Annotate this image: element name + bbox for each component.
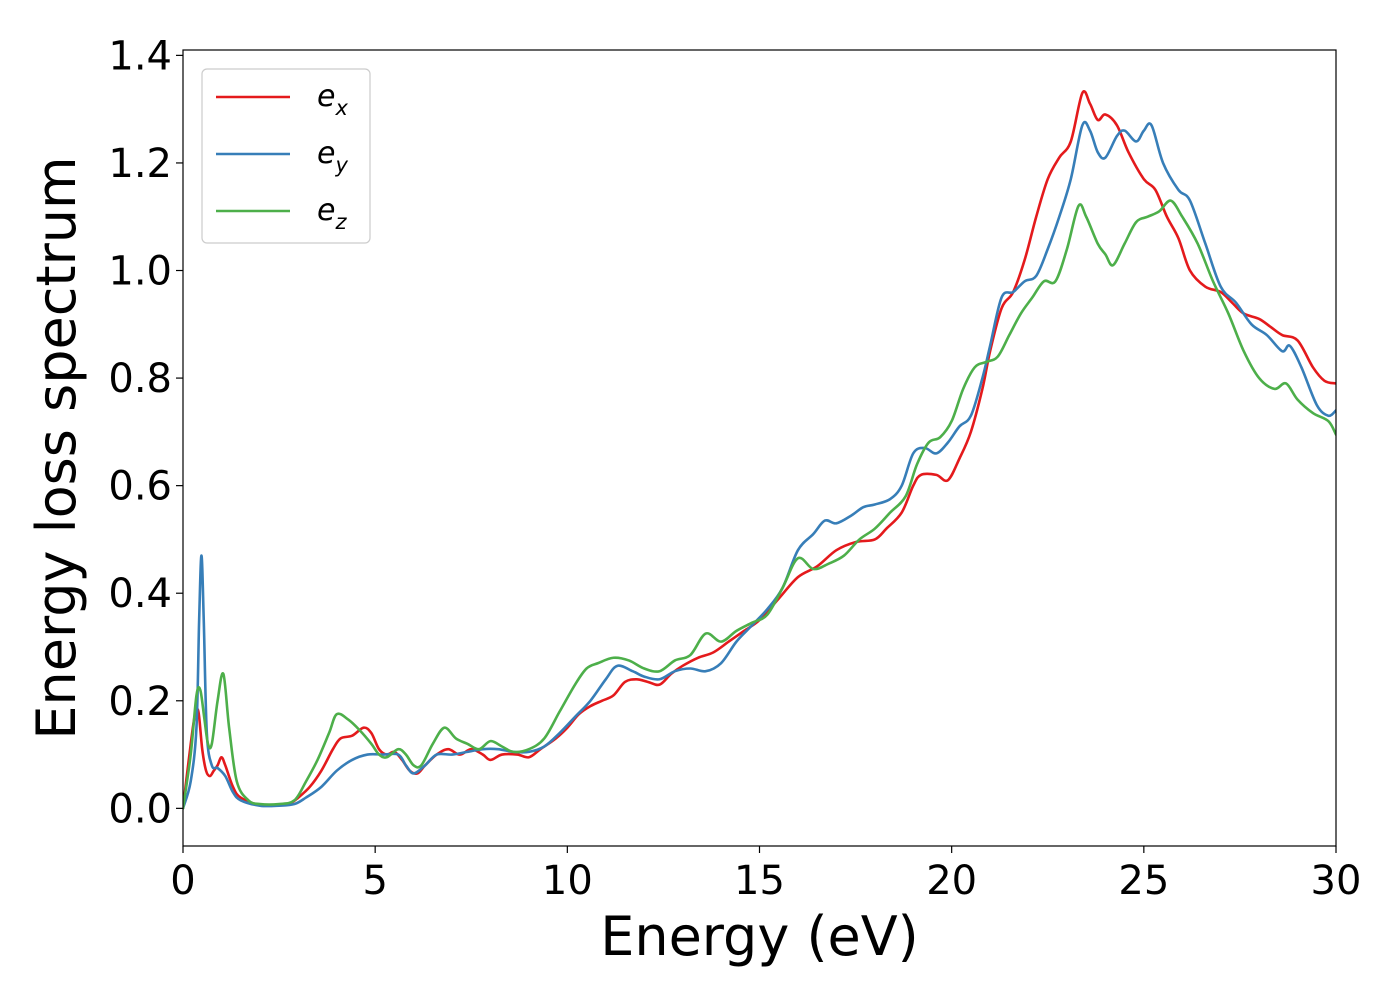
x-tick-label: 15 [734, 858, 785, 904]
x-tick-label: 10 [542, 858, 593, 904]
x-tick-label: 20 [926, 858, 977, 904]
x-tick-label: 30 [1311, 858, 1362, 904]
y-tick-label: 0.2 [108, 679, 172, 725]
x-tick-label: 5 [362, 858, 387, 904]
series-line-z [183, 199, 1336, 810]
y-tick-label: 0.4 [108, 571, 172, 617]
y-tick-label: 1.4 [108, 33, 172, 79]
legend-box [201, 68, 371, 244]
x-tick-label: 25 [1118, 858, 1169, 904]
y-tick-label: 1.0 [108, 249, 172, 295]
y-tick-label: 1.2 [108, 141, 172, 187]
y-axis-ticks: 0.0 0.2 0.4 0.6 0.8 1.0 1.2 1.4 [108, 33, 183, 832]
x-axis-ticks: 0 5 10 15 20 25 30 [170, 846, 1361, 904]
y-tick-label: 0.6 [108, 464, 172, 510]
y-axis-label: Energy loss spectrum [25, 156, 88, 739]
series-line-y [183, 120, 1336, 810]
series-lines [183, 90, 1336, 810]
x-axis-label: Energy (eV) [600, 905, 919, 968]
y-tick-label: 0.8 [108, 356, 172, 402]
y-tick-label: 0.0 [108, 786, 172, 832]
x-tick-label: 0 [170, 858, 195, 904]
